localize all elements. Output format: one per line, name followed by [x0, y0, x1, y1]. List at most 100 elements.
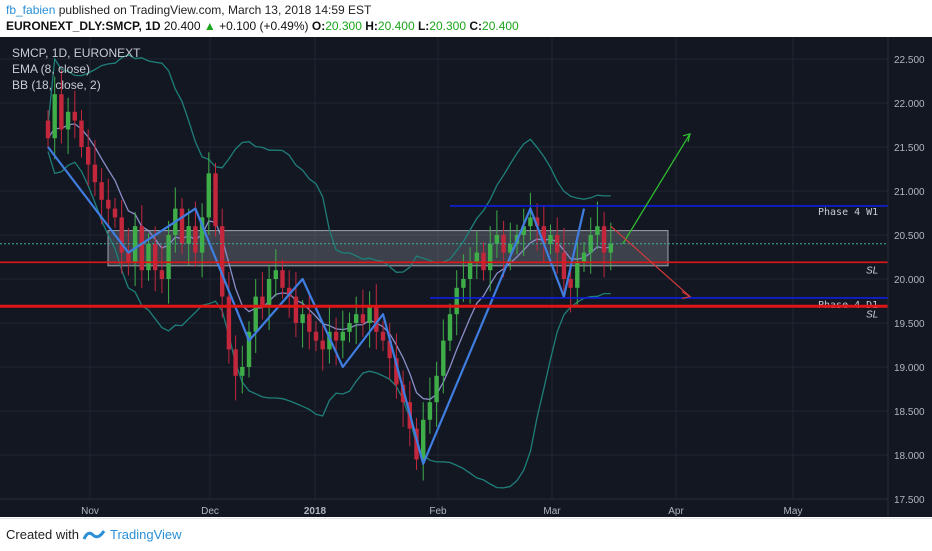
- candle-body[interactable]: [59, 94, 64, 130]
- candle-body[interactable]: [360, 314, 366, 323]
- candle-body[interactable]: [575, 261, 580, 288]
- candle-body[interactable]: [434, 375, 439, 403]
- candle-body[interactable]: [159, 270, 165, 279]
- time-axis[interactable]: Nov Dec 2018 Feb Mar Apr May: [0, 498, 888, 517]
- candle-body[interactable]: [233, 349, 238, 376]
- candle-body[interactable]: [132, 226, 138, 262]
- candle-body[interactable]: [354, 314, 359, 323]
- candle-body[interactable]: [427, 402, 433, 420]
- candle-body[interactable]: [421, 419, 426, 460]
- candle-body[interactable]: [220, 226, 225, 297]
- candle-body[interactable]: [199, 217, 205, 253]
- candle-body[interactable]: [333, 331, 339, 341]
- candle-body[interactable]: [273, 270, 278, 279]
- candle-body[interactable]: [79, 120, 84, 147]
- candle-body[interactable]: [461, 279, 466, 288]
- candle-body[interactable]: [106, 199, 111, 209]
- candle-body[interactable]: [307, 314, 312, 332]
- close-value: 20.400: [482, 19, 519, 33]
- candle-body[interactable]: [454, 287, 459, 315]
- candle-body[interactable]: [374, 305, 379, 332]
- candle-body[interactable]: [447, 314, 453, 341]
- candle-body[interactable]: [528, 217, 533, 227]
- candle-body[interactable]: [474, 252, 479, 262]
- candle-body[interactable]: [213, 173, 218, 227]
- candle-body[interactable]: [179, 208, 185, 244]
- candle-body[interactable]: [293, 296, 299, 323]
- candle-body[interactable]: [246, 331, 252, 367]
- candle-body[interactable]: [327, 331, 332, 350]
- candle-body[interactable]: [119, 217, 124, 253]
- candle-body[interactable]: [72, 111, 77, 121]
- candle-body[interactable]: [601, 226, 607, 253]
- candle-body[interactable]: [581, 252, 587, 262]
- candle-body[interactable]: [139, 226, 144, 271]
- candle-body[interactable]: [126, 252, 131, 262]
- candle-body[interactable]: [193, 226, 198, 253]
- candle-body[interactable]: [86, 147, 91, 165]
- tradingview-link[interactable]: TradingView: [110, 527, 182, 542]
- y-tick-label: 19.500: [894, 319, 925, 330]
- candle-body[interactable]: [481, 252, 486, 271]
- candle-body[interactable]: [280, 270, 285, 288]
- price-chart[interactable]: Phase 4 W120.830SL20.190Phase 4 D119.785…: [0, 37, 932, 517]
- candle-body[interactable]: [300, 314, 305, 323]
- candle-body[interactable]: [568, 279, 573, 288]
- candle-body[interactable]: [52, 94, 57, 139]
- candle-body[interactable]: [112, 208, 118, 218]
- candle-body[interactable]: [320, 340, 325, 350]
- candle-body[interactable]: [387, 340, 392, 359]
- candle-body[interactable]: [608, 243, 613, 253]
- y-tick-label: 22.000: [894, 99, 925, 110]
- y-tick-label: 20.000: [894, 275, 925, 286]
- candle-body[interactable]: [595, 226, 600, 235]
- candle-body[interactable]: [380, 331, 386, 341]
- bullish-arrow[interactable]: [622, 133, 691, 245]
- candle-body[interactable]: [367, 305, 372, 323]
- candle-body[interactable]: [313, 331, 319, 341]
- candle-body[interactable]: [146, 243, 151, 271]
- candle-body[interactable]: [99, 182, 104, 200]
- tradingview-logo-icon[interactable]: [82, 528, 106, 542]
- candle-body[interactable]: [541, 226, 546, 244]
- candle-body[interactable]: [394, 358, 399, 385]
- candle-body[interactable]: [488, 243, 493, 271]
- candle-body[interactable]: [186, 226, 191, 244]
- chart-legend: SMCP, 1D, EURONEXT EMA (8, close) BB (18…: [12, 46, 141, 92]
- candle-body[interactable]: [441, 340, 446, 376]
- candle-body[interactable]: [287, 287, 292, 297]
- candle-body[interactable]: [240, 367, 245, 376]
- candle-body[interactable]: [534, 217, 540, 227]
- candle-body[interactable]: [400, 384, 406, 403]
- candle-body[interactable]: [501, 235, 506, 253]
- candle-body[interactable]: [253, 296, 258, 332]
- candle-body[interactable]: [65, 111, 71, 130]
- high-label: H:: [365, 19, 378, 33]
- candle-body[interactable]: [226, 296, 232, 350]
- candle-body[interactable]: [206, 173, 211, 218]
- bearish-arrow[interactable]: [610, 225, 691, 298]
- candle-body[interactable]: [92, 164, 98, 183]
- candle-body[interactable]: [467, 261, 473, 279]
- candle-body[interactable]: [266, 279, 272, 306]
- candle-body[interactable]: [588, 235, 593, 253]
- bearish-arrow-head: [681, 291, 692, 300]
- price-axis[interactable]: 17.500 18.000 18.500 19.000 19.500 20.000 20.5…: [887, 37, 932, 517]
- candle-body[interactable]: [561, 252, 567, 279]
- candle-body[interactable]: [521, 226, 526, 235]
- y-tick-label: 18.500: [894, 407, 925, 418]
- candle-body[interactable]: [508, 243, 513, 253]
- candle-body[interactable]: [548, 235, 553, 244]
- level-label: SL: [866, 309, 878, 320]
- candle-body[interactable]: [340, 331, 345, 341]
- candle-body[interactable]: [347, 323, 352, 332]
- harmonic-pattern[interactable]: [47, 146, 586, 465]
- x-tick-label: 2018: [304, 506, 327, 517]
- candle-body[interactable]: [494, 235, 500, 244]
- candle-body[interactable]: [166, 235, 171, 279]
- candle-body[interactable]: [414, 428, 419, 460]
- candle-body[interactable]: [153, 243, 158, 271]
- candle-body[interactable]: [260, 296, 265, 306]
- author-link[interactable]: fb_fabien: [6, 3, 56, 17]
- candle-body[interactable]: [45, 120, 51, 139]
